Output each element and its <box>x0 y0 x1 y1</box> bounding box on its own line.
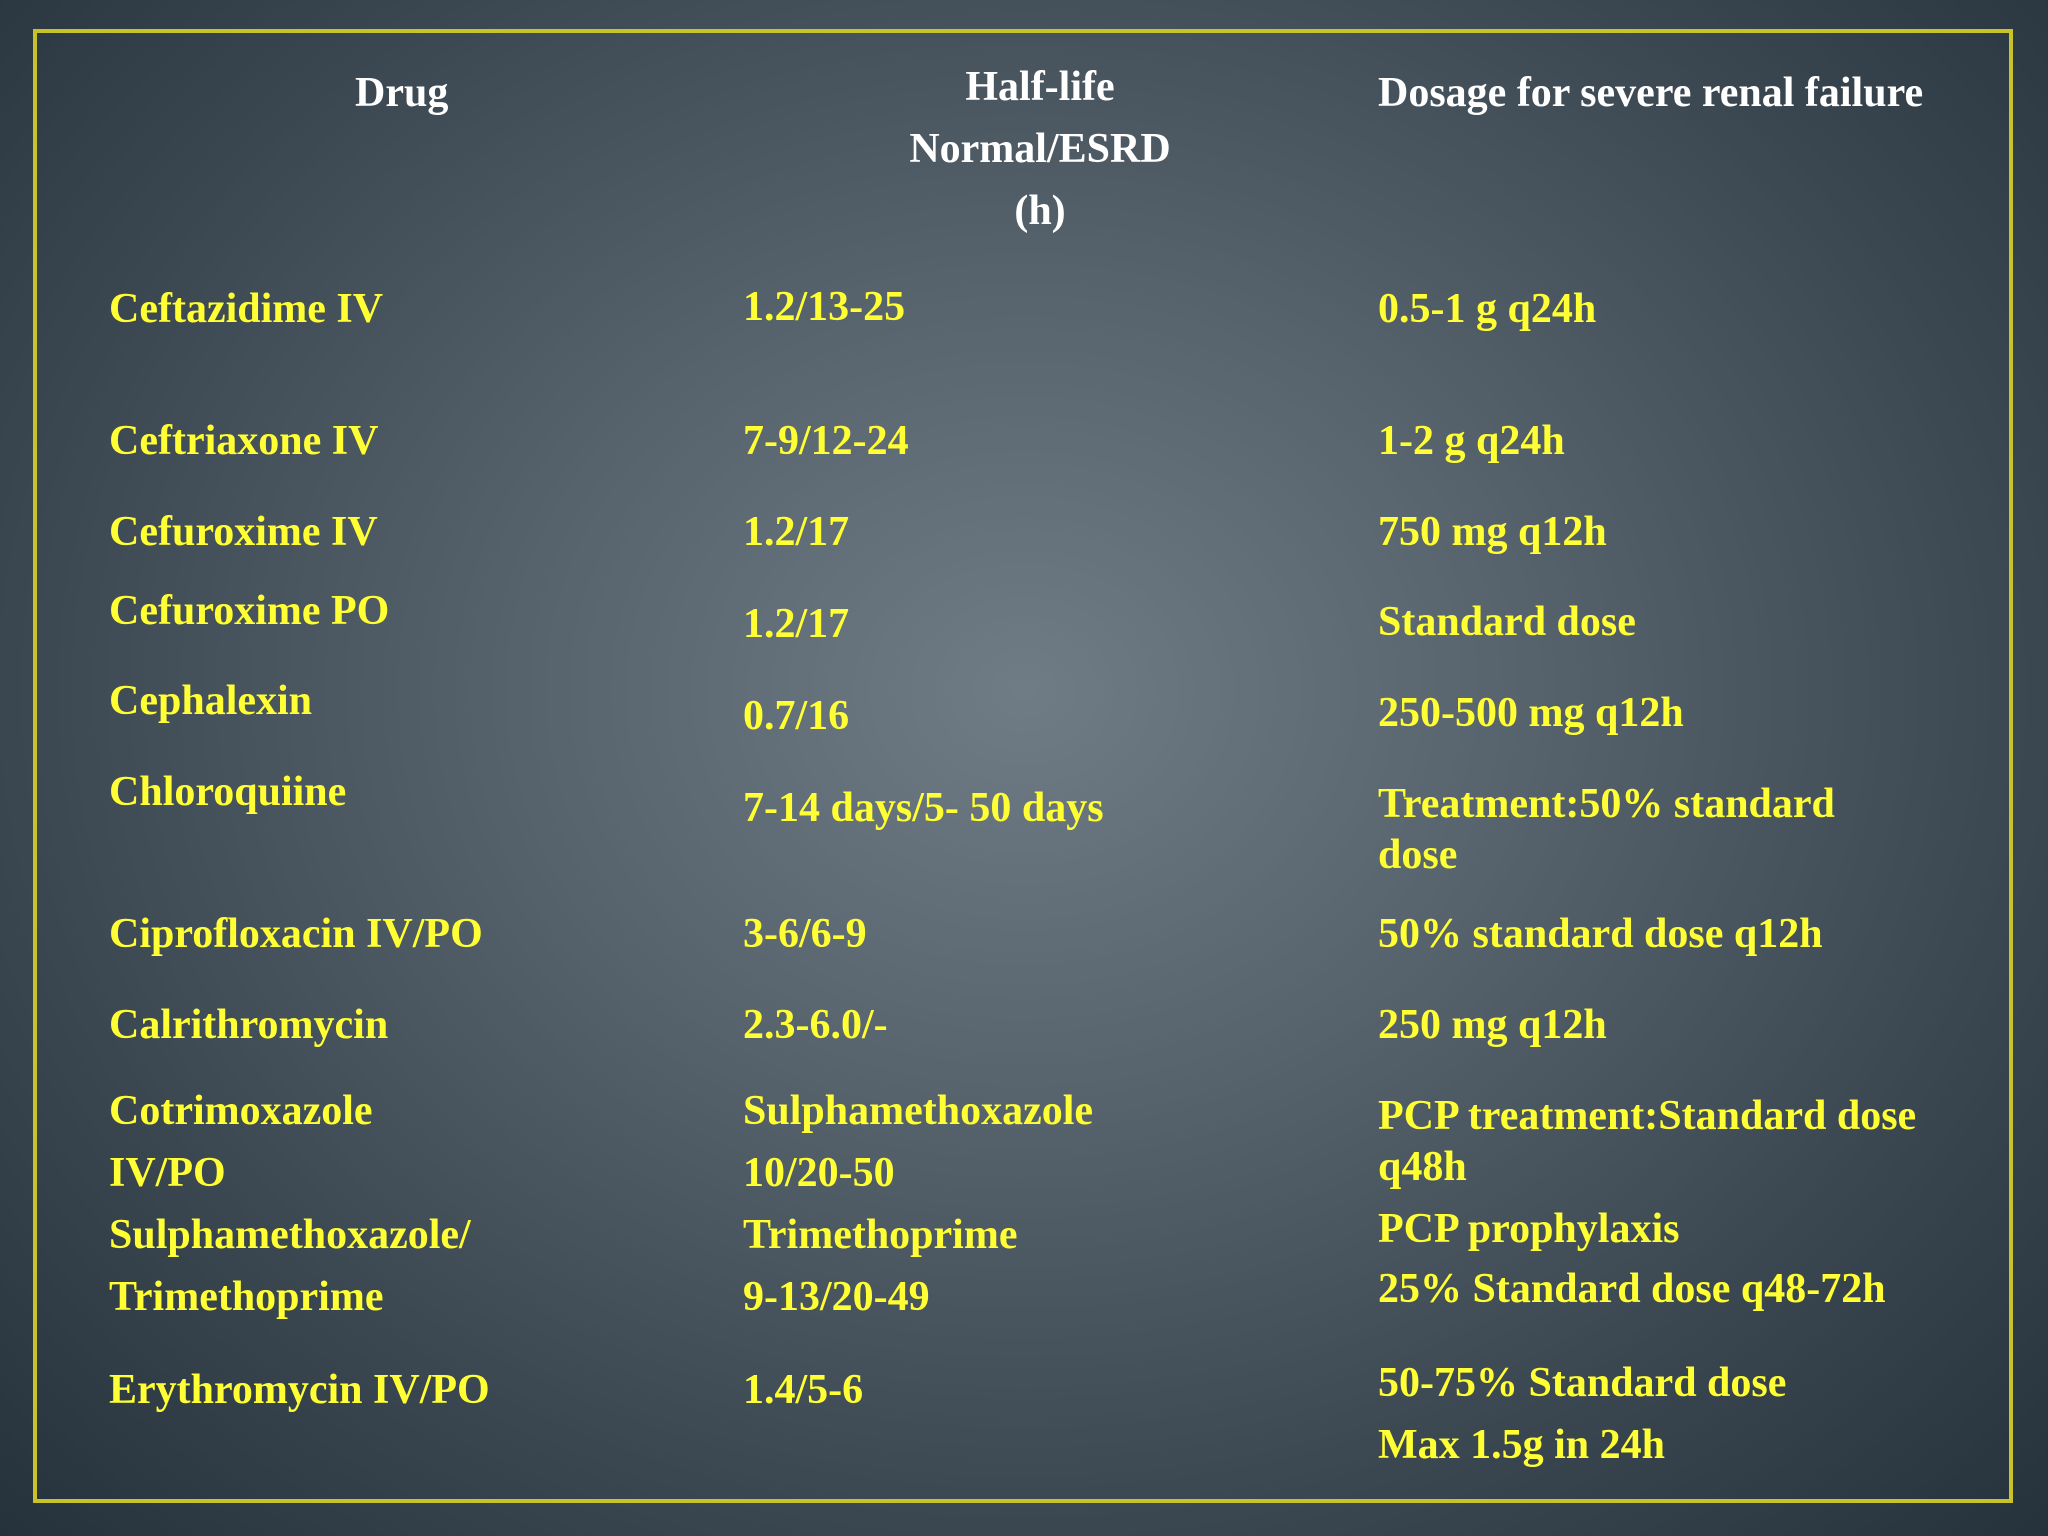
dosage-value: 25% Standard dose q48-72h <box>1378 1266 1886 1312</box>
drug-name: Chloroquiine <box>109 769 347 815</box>
drug-name: Trimethoprime <box>109 1274 384 1320</box>
drug-name: Erythromycin IV/PO <box>109 1367 490 1413</box>
header-half-life-line1: Half-life <box>965 64 1115 110</box>
dosage-value: 50% standard dose q12h <box>1378 911 1823 957</box>
half-life-value: 7-14 days/5- 50 days <box>743 785 1104 831</box>
half-life-value: 1.2/17 <box>743 601 850 647</box>
header-dosage: Dosage for severe renal failure <box>1378 70 1924 116</box>
header-half-life-line3: (h) <box>1014 188 1066 234</box>
dosage-value: 750 mg q12h <box>1378 509 1607 555</box>
drug-name: Cefuroxime PO <box>109 588 390 634</box>
slide-border <box>33 29 2013 1503</box>
drug-name: Cephalexin <box>109 678 313 724</box>
dosage-value: q48h <box>1378 1144 1467 1190</box>
drug-name: Sulphamethoxazole/ <box>109 1212 471 1258</box>
drug-name: Cefuroxime IV <box>109 509 378 555</box>
drug-name: Cotrimoxazole <box>109 1088 373 1134</box>
dosage-value: PCP treatment:Standard dose <box>1378 1093 1917 1139</box>
dosage-value: PCP prophylaxis <box>1378 1206 1680 1252</box>
half-life-value: 1.2/17 <box>743 509 850 555</box>
drug-name: Ceftriaxone IV <box>109 418 379 464</box>
half-life-value: 9-13/20-49 <box>743 1274 930 1320</box>
half-life-value: 3-6/6-9 <box>743 911 867 957</box>
dosage-value: Max 1.5g in 24h <box>1378 1422 1666 1468</box>
dosage-value: Standard dose <box>1378 599 1636 645</box>
dosage-value: 50-75% Standard dose <box>1378 1360 1787 1406</box>
dosage-value: dose <box>1378 832 1458 878</box>
half-life-value: 7-9/12-24 <box>743 418 909 464</box>
half-life-value: Sulphamethoxazole <box>743 1088 1094 1134</box>
half-life-value: 1.2/13-25 <box>743 284 906 330</box>
half-life-value: 1.4/5-6 <box>743 1367 864 1413</box>
dosage-value: 0.5-1 g q24h <box>1378 286 1597 332</box>
drug-name: Ciprofloxacin IV/PO <box>109 911 483 957</box>
half-life-value: 10/20-50 <box>743 1150 895 1196</box>
dosage-value: 250 mg q12h <box>1378 1002 1607 1048</box>
drug-name: Ceftazidime IV <box>109 286 384 332</box>
half-life-value: 2.3-6.0/- <box>743 1002 888 1048</box>
header-half-life-line2: Normal/ESRD <box>909 126 1171 172</box>
drug-name: IV/PO <box>109 1150 226 1196</box>
half-life-value: 0.7/16 <box>743 693 850 739</box>
header-drug: Drug <box>355 70 449 116</box>
dosage-value: 250-500 mg q12h <box>1378 690 1684 736</box>
dosage-value: 1-2 g q24h <box>1378 418 1565 464</box>
dosage-value: Treatment:50% standard <box>1378 781 1835 827</box>
half-life-value: Trimethoprime <box>743 1212 1018 1258</box>
drug-name: Calrithromycin <box>109 1002 389 1048</box>
